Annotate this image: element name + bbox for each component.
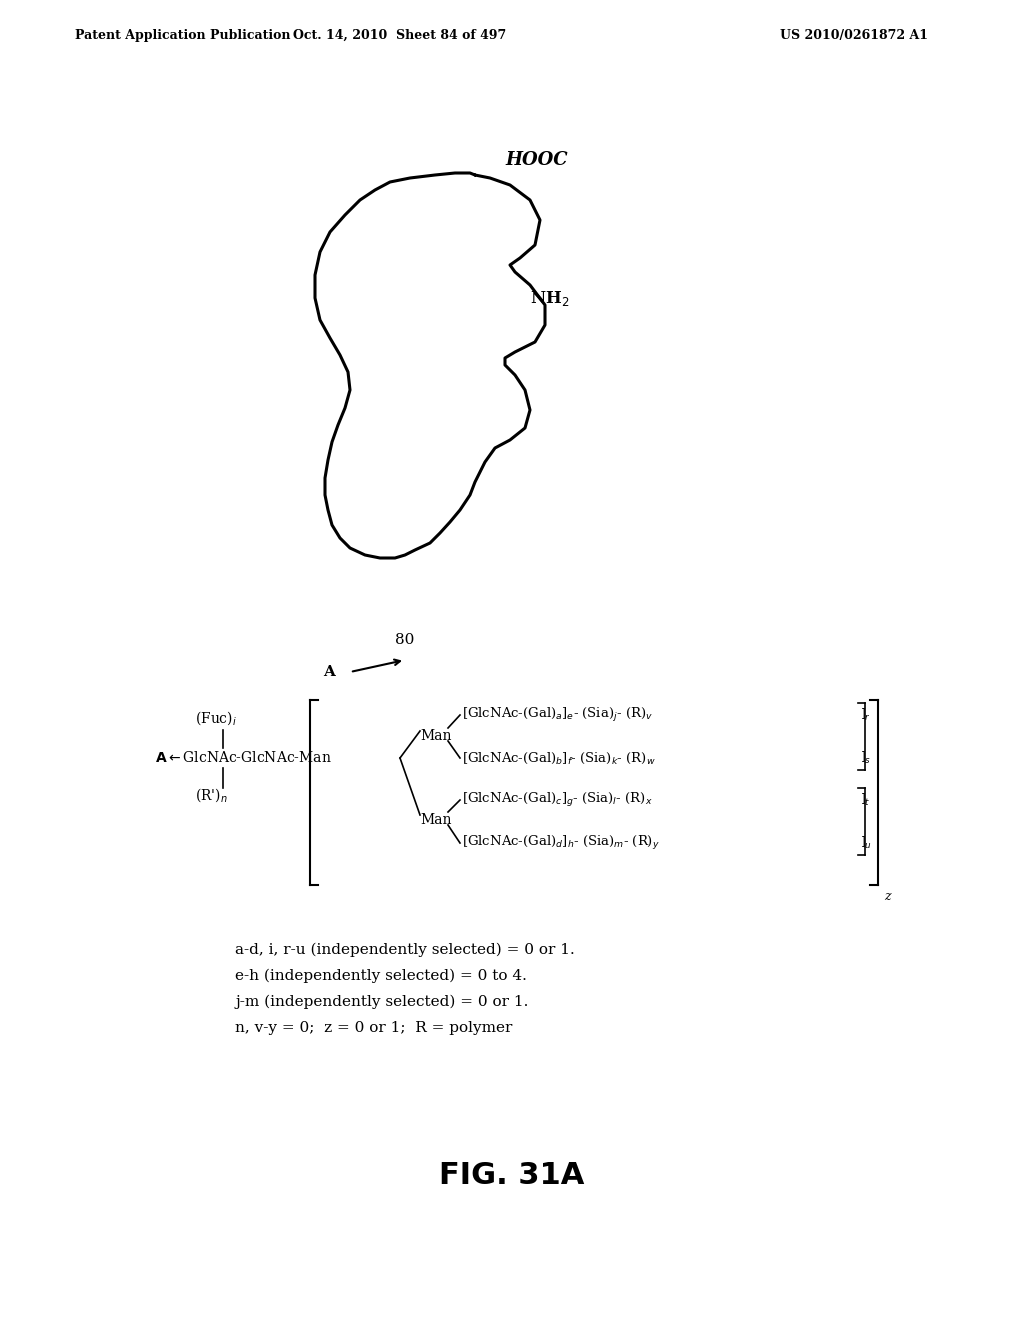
Text: Man: Man bbox=[420, 813, 452, 828]
Text: HOOC: HOOC bbox=[505, 150, 567, 169]
Text: [GlcNAc-(Gal)$_b$]$_f$- (Sia)$_k$- (R)$_w$: [GlcNAc-(Gal)$_b$]$_f$- (Sia)$_k$- (R)$_… bbox=[462, 750, 655, 766]
Text: A: A bbox=[324, 665, 335, 678]
Text: Oct. 14, 2010  Sheet 84 of 497: Oct. 14, 2010 Sheet 84 of 497 bbox=[293, 29, 507, 41]
Text: j-m (independently selected) = 0 or 1.: j-m (independently selected) = 0 or 1. bbox=[234, 995, 528, 1010]
Text: e-h (independently selected) = 0 to 4.: e-h (independently selected) = 0 to 4. bbox=[234, 969, 527, 983]
Text: Man: Man bbox=[420, 729, 452, 743]
Text: $]_s$: $]_s$ bbox=[860, 750, 871, 766]
Text: (Fuc)$_i$: (Fuc)$_i$ bbox=[195, 709, 237, 727]
Text: [GlcNAc-(Gal)$_c$]$_g$- (Sia)$_l$- (R)$_x$: [GlcNAc-(Gal)$_c$]$_g$- (Sia)$_l$- (R)$_… bbox=[462, 791, 652, 809]
Text: NH$_2$: NH$_2$ bbox=[530, 289, 569, 308]
Text: $]_r$: $]_r$ bbox=[860, 708, 871, 723]
Text: a-d, i, r-u (independently selected) = 0 or 1.: a-d, i, r-u (independently selected) = 0… bbox=[234, 942, 574, 957]
Text: US 2010/0261872 A1: US 2010/0261872 A1 bbox=[780, 29, 928, 41]
Text: [GlcNAc-(Gal)$_a$]$_e$- (Sia)$_j$- (R)$_v$: [GlcNAc-(Gal)$_a$]$_e$- (Sia)$_j$- (R)$_… bbox=[462, 706, 653, 723]
Text: z: z bbox=[884, 890, 891, 903]
Text: $\mathbf{A}$$\leftarrow$GlcNAc-GlcNAc-Man: $\mathbf{A}$$\leftarrow$GlcNAc-GlcNAc-Ma… bbox=[155, 751, 332, 766]
Text: FIG. 31A: FIG. 31A bbox=[439, 1160, 585, 1189]
Text: Patent Application Publication: Patent Application Publication bbox=[75, 29, 291, 41]
Text: [GlcNAc-(Gal)$_d$]$_h$- (Sia)$_m$- (R)$_y$: [GlcNAc-(Gal)$_d$]$_h$- (Sia)$_m$- (R)$_… bbox=[462, 834, 659, 851]
Text: (R')$_n$: (R')$_n$ bbox=[195, 787, 227, 804]
Text: n, v-y = 0;  z = 0 or 1;  R = polymer: n, v-y = 0; z = 0 or 1; R = polymer bbox=[234, 1020, 512, 1035]
Text: 80: 80 bbox=[395, 634, 415, 647]
Text: $]_t$: $]_t$ bbox=[860, 792, 870, 808]
Text: $]_u$: $]_u$ bbox=[860, 836, 872, 851]
